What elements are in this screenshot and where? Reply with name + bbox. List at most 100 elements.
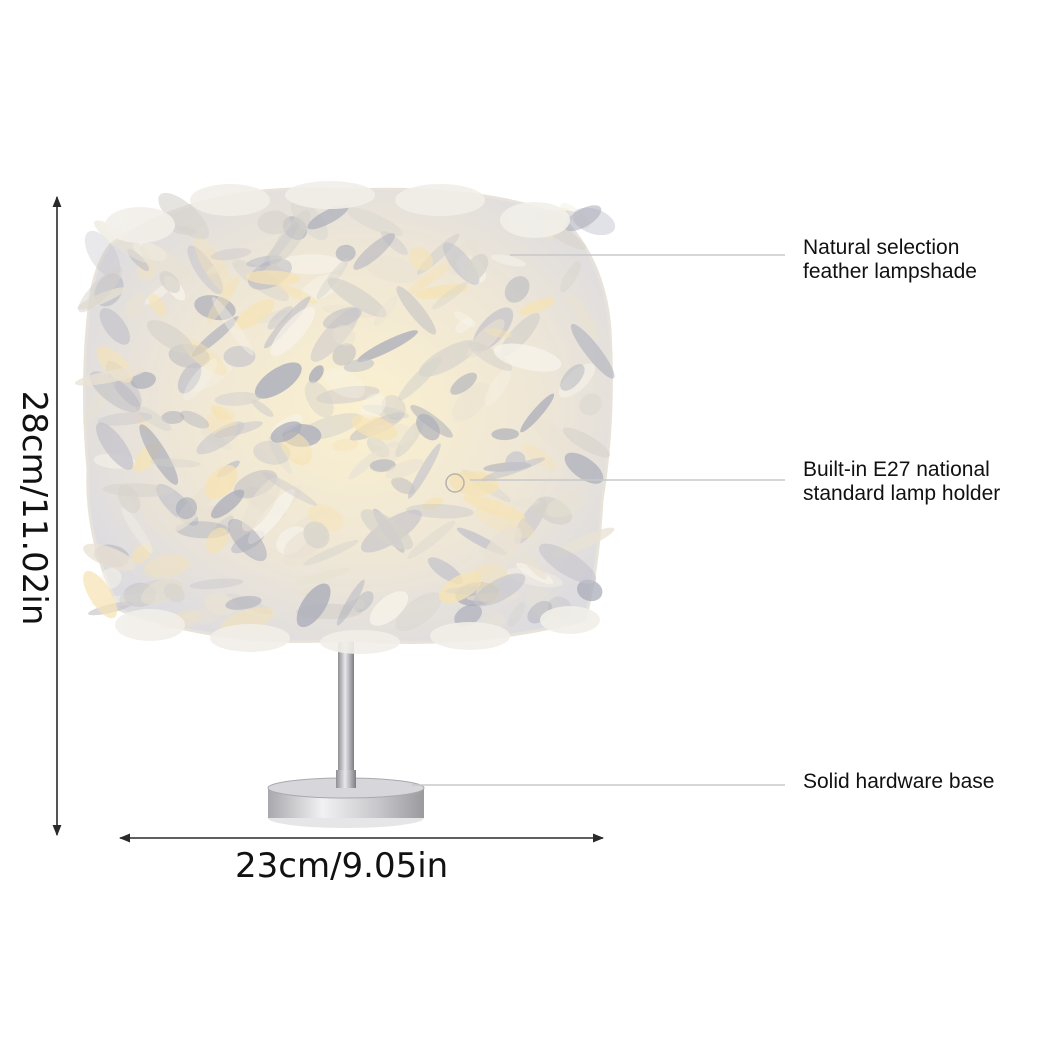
- feather: [546, 491, 587, 518]
- feather: [398, 356, 442, 401]
- feather: [408, 247, 434, 271]
- feather: [473, 573, 526, 607]
- feather: [360, 393, 386, 419]
- feather: [504, 276, 530, 303]
- feather: [335, 244, 356, 262]
- feather: [353, 233, 396, 270]
- feather: [253, 440, 291, 465]
- feather: [214, 421, 263, 438]
- feather: [369, 459, 396, 472]
- feather: [187, 245, 224, 295]
- feather: [121, 507, 153, 554]
- feather: [277, 254, 345, 275]
- feather: [177, 362, 202, 394]
- feather: [194, 236, 234, 296]
- feather: [135, 405, 172, 432]
- feather: [189, 578, 244, 590]
- feather: [406, 503, 474, 519]
- feather: [245, 270, 301, 286]
- feather: [491, 428, 519, 441]
- feather: [410, 404, 453, 438]
- feather: [161, 410, 185, 425]
- feather: [206, 255, 239, 275]
- feather: [256, 310, 288, 324]
- feather: [577, 579, 603, 602]
- feather: [159, 270, 181, 294]
- feather: [131, 543, 152, 564]
- feather: [206, 275, 240, 324]
- feather: [294, 567, 350, 586]
- feather: [520, 393, 555, 433]
- feather: [455, 317, 473, 333]
- feather: [463, 494, 526, 521]
- feather: [211, 296, 254, 356]
- feather: [176, 605, 228, 628]
- feather: [322, 307, 362, 329]
- feather: [281, 431, 312, 466]
- callout-leaders: [412, 254, 785, 786]
- feather: [99, 308, 131, 345]
- feather: [83, 543, 136, 571]
- feather: [385, 458, 424, 479]
- feather: [521, 553, 547, 580]
- feather: [332, 343, 356, 366]
- callout-holder-line1: Built-in E27 national: [803, 458, 990, 481]
- feather: [507, 601, 526, 628]
- feather: [351, 414, 398, 440]
- feather: [564, 205, 602, 232]
- feather: [78, 267, 123, 313]
- feather: [77, 287, 126, 310]
- feather: [564, 452, 604, 484]
- feather: [579, 393, 602, 416]
- feather: [529, 414, 586, 463]
- height-dimension-label: 28cm/11.02in: [14, 390, 54, 626]
- feather: [423, 497, 443, 511]
- feather: [373, 295, 398, 326]
- feather: [303, 539, 359, 566]
- feather: [225, 595, 262, 610]
- feather: [130, 371, 156, 389]
- feather: [348, 451, 379, 480]
- feather: [336, 579, 365, 626]
- feather: [327, 277, 387, 318]
- feather: [490, 254, 526, 267]
- feather: [407, 443, 441, 499]
- feather: [96, 422, 134, 470]
- feather: [483, 526, 522, 567]
- callout-lamp-holder: Built-in E27 national standard lamp hold…: [803, 458, 1043, 506]
- feather: [427, 557, 463, 585]
- feather: [558, 363, 596, 398]
- feather: [241, 477, 281, 532]
- feather: [395, 592, 442, 632]
- feather: [310, 307, 360, 362]
- feather: [450, 372, 477, 395]
- feather: [468, 341, 513, 372]
- feather: [210, 489, 245, 519]
- feather: [562, 427, 611, 458]
- feather: [391, 477, 416, 495]
- feather: [560, 364, 585, 391]
- feather: [307, 204, 349, 230]
- feather: [84, 230, 121, 278]
- callout-base-line1: Solid hardware base: [803, 770, 995, 793]
- feather: [474, 564, 509, 580]
- feather: [396, 286, 437, 335]
- feather: [191, 316, 239, 357]
- callout-holder-line2: standard lamp holder: [803, 482, 1001, 505]
- feather: [254, 362, 302, 399]
- callout-hardware-base: Solid hardware base: [803, 770, 1043, 794]
- feather: [102, 483, 174, 497]
- feather: [346, 207, 403, 237]
- feather: [304, 380, 334, 418]
- feather: [74, 367, 146, 386]
- feather: [432, 281, 468, 310]
- feather: [534, 496, 573, 525]
- feather: [97, 412, 153, 426]
- feather: [338, 599, 366, 616]
- feather: [163, 583, 185, 603]
- feather: [406, 261, 452, 296]
- feather: [332, 325, 356, 346]
- callout-shade-line1: Natural selection: [803, 236, 960, 259]
